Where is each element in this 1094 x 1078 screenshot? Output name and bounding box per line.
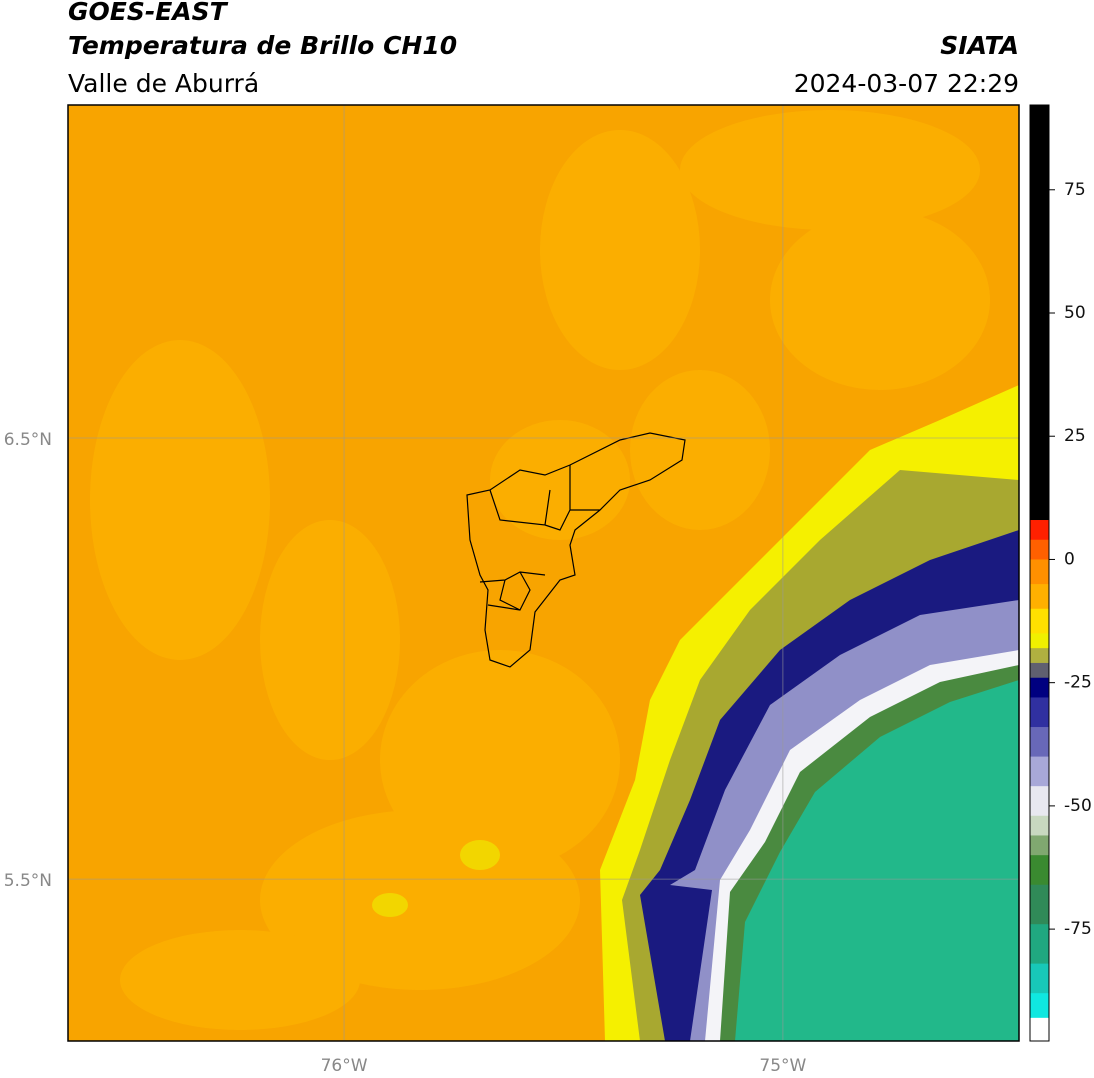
datetime: 2024-03-07 22:29: [794, 69, 1019, 98]
colorbar-segment: [1030, 963, 1049, 994]
colorbar-segment: [1030, 1017, 1049, 1042]
colorbar-segment: [1030, 756, 1049, 787]
colorbar-tick-label: -25: [1064, 673, 1092, 693]
colorbar-segment: [1030, 662, 1049, 679]
colorbar-segment: [1030, 677, 1049, 698]
colorbar-segment: [1030, 884, 1049, 925]
colorbar-segment: [1030, 993, 1049, 1019]
colorbar-segment: [1030, 633, 1049, 649]
colorbar-segment: [1030, 697, 1049, 728]
colorbar-segment: [1030, 559, 1049, 585]
colorbar-segment: [1030, 520, 1049, 541]
colorbar-segment: [1030, 584, 1049, 610]
colorbar-segment: [1030, 608, 1049, 634]
colorbar-segment: [1030, 835, 1049, 856]
x-tick-label: 76°W: [321, 1056, 368, 1076]
colorbar-tick-label: 50: [1064, 303, 1086, 323]
y-tick-label: 6.5°N: [4, 430, 52, 450]
title: GOES-EAST: [68, 0, 229, 26]
colorbar-frame: [1029, 104, 1050, 1042]
colorbar-tick-label: 0: [1064, 549, 1075, 569]
map-image: [68, 105, 1019, 1041]
colorbar-tick-label: 25: [1064, 426, 1086, 446]
colorbar-segment: [1030, 648, 1049, 664]
y-tick-label: 5.5°N: [4, 871, 52, 891]
colorbar-tick-label: -75: [1064, 919, 1092, 939]
colorbar-tick-label: 75: [1064, 180, 1086, 200]
colorbar-segment: [1030, 539, 1049, 560]
colorbar-segment: [1030, 105, 1049, 521]
colorbar-tick-label: -50: [1064, 796, 1092, 816]
source: SIATA: [940, 31, 1019, 60]
map-frame: [67, 104, 1020, 1042]
colorbar-segment: [1030, 727, 1049, 758]
colorbar-segment: [1030, 786, 1049, 817]
colorbar-segment: [1030, 815, 1049, 836]
subtitle: Temperatura de Brillo CH10: [68, 31, 457, 60]
colorbar-segment: [1030, 924, 1049, 965]
colorbar-segment: [1030, 855, 1049, 886]
region: Valle de Aburrá: [68, 69, 259, 98]
x-tick-label: 75°W: [759, 1056, 806, 1076]
